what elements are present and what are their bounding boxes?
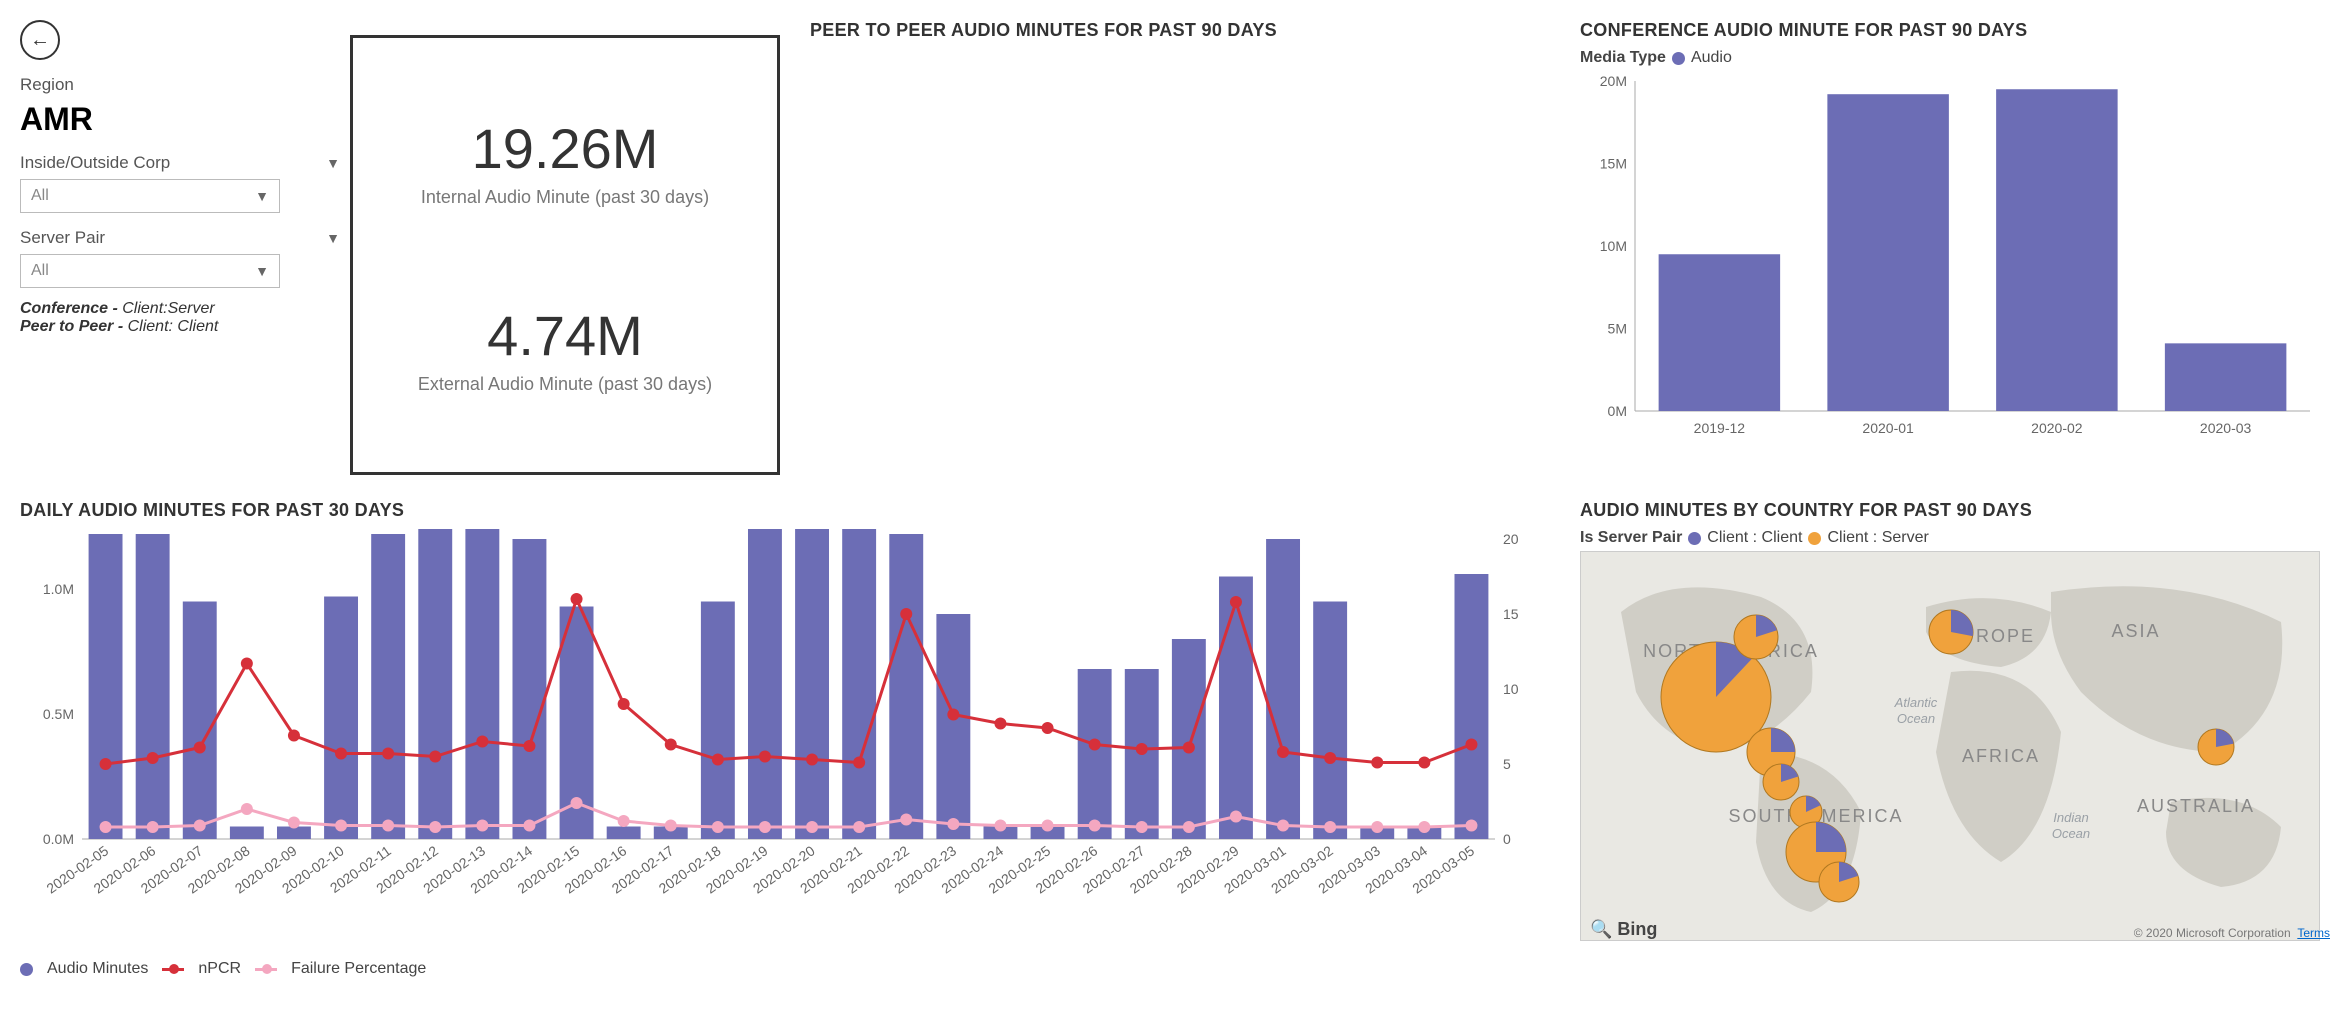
kpi-external-value: 4.74M <box>418 303 712 368</box>
region-value: AMR <box>20 101 340 138</box>
legend-dot-audio <box>20 963 33 976</box>
map-legend-cs: Client : Server <box>1827 529 1928 547</box>
kpi-card: 19.26M Internal Audio Minute (past 30 da… <box>350 35 780 475</box>
svg-text:5: 5 <box>1503 756 1511 772</box>
svg-text:ASIA: ASIA <box>2111 621 2160 641</box>
kpi-internal-label: Internal Audio Minute (past 30 days) <box>421 187 709 208</box>
region-label: Region <box>20 75 340 95</box>
map-copyright: © 2020 Microsoft Corporation Terms <box>2134 926 2330 940</box>
map-legend-label: Is Server Pair <box>1580 529 1682 547</box>
legend-audio-label: Audio Minutes <box>47 960 148 978</box>
svg-text:1.0M: 1.0M <box>43 581 74 597</box>
server-pair-select[interactable]: All ▼ <box>20 254 280 288</box>
svg-text:0.0M: 0.0M <box>43 831 74 847</box>
chevron-down-icon: ▼ <box>255 188 269 204</box>
svg-text:2020-02: 2020-02 <box>2031 420 2083 436</box>
svg-text:2020-01: 2020-01 <box>1862 420 1914 436</box>
inside-outside-label-text: Inside/Outside Corp <box>20 153 170 173</box>
p2p-title: PEER TO PEER AUDIO MINUTES FOR PAST 90 D… <box>810 20 1570 41</box>
legend-dot-audio <box>1672 52 1685 65</box>
server-pair-value: All <box>31 262 49 280</box>
map-panel: AUDIO MINUTES BY COUNTRY FOR PAST 90 DAY… <box>1580 500 2339 1000</box>
server-pair-label-text: Server Pair <box>20 228 105 248</box>
kpi-internal-value: 19.26M <box>421 116 709 181</box>
bing-logo: 🔍 Bing <box>1590 919 1657 940</box>
conference-title: CONFERENCE AUDIO MINUTE FOR PAST 90 DAYS <box>1580 20 2339 41</box>
daily-legend: Audio Minutes nPCR Failure Percentage <box>20 960 1570 978</box>
svg-text:15: 15 <box>1503 606 1519 622</box>
map-title: AUDIO MINUTES BY COUNTRY FOR PAST 90 DAY… <box>1580 500 2339 521</box>
legend-dot-cs <box>1808 532 1821 545</box>
kpi-external-label: External Audio Minute (past 30 days) <box>418 374 712 395</box>
svg-text:Ocean: Ocean <box>1897 711 1935 726</box>
svg-text:20M: 20M <box>1600 73 1627 89</box>
daily-panel: DAILY AUDIO MINUTES FOR PAST 30 DAYS 0.0… <box>20 500 1570 1000</box>
svg-text:5M: 5M <box>1608 321 1627 337</box>
conference-legend: Media Type Audio <box>1580 49 2339 67</box>
chevron-down-icon: ▼ <box>326 230 340 246</box>
legend-npcr-label: nPCR <box>198 960 241 978</box>
svg-text:Ocean: Ocean <box>2052 826 2090 841</box>
svg-text:AUSTRALIA: AUSTRALIA <box>2137 796 2255 816</box>
legend-fail-label: Failure Percentage <box>291 960 426 978</box>
chevron-down-icon: ▼ <box>255 263 269 279</box>
filter-notes: Conference - Client:Server Peer to Peer … <box>20 300 340 336</box>
svg-text:2019-12: 2019-12 <box>1694 420 1746 436</box>
map-chart[interactable]: NORTH AMERICAEUROPEASIAAFRICASOUTH AMERI… <box>1580 551 2320 941</box>
inside-outside-select[interactable]: All ▼ <box>20 179 280 213</box>
back-arrow-icon: ← <box>30 29 50 52</box>
svg-text:15M: 15M <box>1600 156 1627 172</box>
daily-chart[interactable]: 0.0M0.5M1.0M051015202020-02-052020-02-06… <box>20 529 1540 949</box>
svg-text:Atlantic: Atlantic <box>1894 695 1938 710</box>
svg-text:AFRICA: AFRICA <box>1962 746 2040 766</box>
svg-text:2020-03: 2020-03 <box>2200 420 2252 436</box>
conference-panel: CONFERENCE AUDIO MINUTE FOR PAST 90 DAYS… <box>1580 20 2339 490</box>
inside-outside-label[interactable]: Inside/Outside Corp ▼ <box>20 153 340 173</box>
svg-text:0: 0 <box>1503 831 1511 847</box>
svg-text:0.5M: 0.5M <box>43 706 74 722</box>
filter-panel: ← Region AMR Inside/Outside Corp ▼ All ▼… <box>20 20 340 490</box>
svg-text:20: 20 <box>1503 531 1519 547</box>
svg-text:Indian: Indian <box>2053 810 2088 825</box>
conference-legend-label: Media Type <box>1580 49 1666 67</box>
svg-text:10M: 10M <box>1600 238 1627 254</box>
chevron-down-icon: ▼ <box>326 155 340 171</box>
back-button[interactable]: ← <box>20 20 60 60</box>
inside-outside-value: All <box>31 187 49 205</box>
p2p-panel: PEER TO PEER AUDIO MINUTES FOR PAST 90 D… <box>810 20 1570 490</box>
svg-text:10: 10 <box>1503 681 1519 697</box>
legend-dot-cc <box>1688 532 1701 545</box>
terms-link[interactable]: Terms <box>2297 926 2330 940</box>
conference-chart[interactable]: 0M 5M 10M 15M 20M 2019-12 2020-01 2020-02 2020-0… <box>1580 71 2320 451</box>
map-legend: Is Server Pair Client : Client Client : … <box>1580 529 2339 547</box>
map-legend-cc: Client : Client <box>1707 529 1802 547</box>
svg-text:0M: 0M <box>1608 403 1627 419</box>
server-pair-label[interactable]: Server Pair ▼ <box>20 228 340 248</box>
daily-title: DAILY AUDIO MINUTES FOR PAST 30 DAYS <box>20 500 1570 521</box>
conference-legend-item: Audio <box>1691 49 1732 67</box>
